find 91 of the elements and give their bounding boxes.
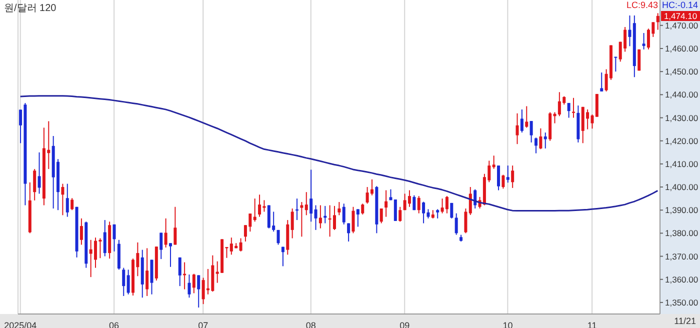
y-tick-label: 1,410.00: [665, 158, 698, 169]
candlestick: [394, 198, 397, 222]
candlestick: [614, 56, 618, 72]
candlestick: [506, 165, 510, 184]
candlestick: [511, 165, 514, 188]
candlestick: [408, 190, 411, 208]
candlestick: [66, 183, 69, 218]
y-tick-label: 1,400.00: [665, 182, 698, 192]
candlestick: [450, 202, 454, 219]
y-tick-label: 1,470.00: [665, 20, 698, 30]
candlestick: [544, 132, 547, 149]
candlestick: [525, 106, 528, 128]
candlestick: [168, 242, 172, 268]
y-tick-label: 1,460.00: [665, 44, 698, 54]
x-tick-label: 11: [587, 320, 597, 328]
candlestick: [300, 202, 304, 238]
text: HC:-0.14: [662, 0, 698, 10]
candlestick: [253, 198, 256, 222]
candlestick: [474, 188, 477, 209]
line-series: [20, 95, 658, 212]
candlestick: [122, 267, 126, 296]
candlestick: [126, 269, 130, 295]
candlestick: [595, 93, 598, 118]
candlestick: [281, 246, 284, 267]
candlestick: [412, 194, 416, 211]
candlestick: [384, 190, 388, 218]
y-tick-label: 1,440.00: [665, 90, 698, 100]
candlestick: [258, 194, 262, 218]
y-tick-label: 1,360.00: [665, 274, 698, 284]
text: 1,474.10: [661, 11, 700, 21]
candlestick: [530, 120, 533, 143]
candlestick: [318, 204, 322, 229]
candlestick: [436, 208, 440, 219]
candlestick: [468, 186, 472, 216]
candlestick: [492, 155, 496, 170]
text: 11/21: [674, 316, 696, 326]
candlestick: [290, 208, 294, 239]
candlestick: [417, 196, 420, 214]
candlestick: [445, 196, 448, 214]
y-tick-label: 1,450.00: [665, 66, 698, 77]
candlestick: [112, 224, 116, 252]
candlestick: [146, 248, 149, 296]
candlestick: [174, 206, 177, 246]
y-tick-label: 1,430.00: [665, 112, 698, 123]
candlestick: [61, 183, 64, 216]
candlestick: [352, 206, 355, 234]
candlestick: [310, 169, 313, 222]
candlestick: [338, 202, 341, 216]
y-tick-label: 1,420.00: [665, 136, 698, 146]
candlestick: [642, 32, 646, 50]
candlestick: [422, 201, 426, 224]
y-tick-label: 1,390.00: [665, 205, 698, 216]
candlestick: [150, 259, 154, 295]
annotation: LC:9.43: [626, 0, 658, 10]
candlestick: [520, 108, 524, 134]
candlestick: [164, 218, 168, 248]
candlestick: [567, 102, 570, 118]
candlestick: [178, 256, 182, 287]
candlestick: [80, 218, 83, 246]
candlestick: [464, 208, 468, 234]
candlestick: [572, 97, 575, 118]
candlestick: [276, 229, 280, 246]
y-tick-label: 1,350.00: [665, 297, 698, 308]
candlestick: [356, 208, 360, 228]
candlestick: [361, 203, 364, 215]
candlestick: [539, 128, 542, 150]
candlestick: [70, 198, 74, 211]
y-tick-label: 1,370.00: [665, 251, 698, 262]
candlestick: [314, 204, 318, 230]
candlestick: [160, 232, 163, 260]
candlestick: [380, 208, 383, 224]
candlestick: [516, 112, 519, 145]
candlestick: [192, 273, 196, 294]
candlestick: [239, 238, 242, 252]
candlestick: [188, 274, 191, 298]
candlestick: [534, 137, 538, 154]
candlestick: [502, 174, 505, 190]
candlestick: [304, 192, 308, 216]
candlestick: [398, 206, 402, 222]
candlestick: [628, 14, 632, 47]
candlestick: [342, 203, 346, 225]
candlestick: [347, 222, 350, 242]
candlestick: [197, 274, 200, 308]
candlestick: [33, 168, 36, 201]
candlestick: [454, 212, 458, 236]
candlestick: [497, 165, 500, 191]
candlestick: [38, 152, 41, 194]
chart-title: 원/달러 120: [4, 2, 56, 15]
y-tick-label: 1,380.00: [665, 228, 698, 238]
candlestick: [600, 72, 604, 92]
candlestick: [103, 220, 106, 257]
